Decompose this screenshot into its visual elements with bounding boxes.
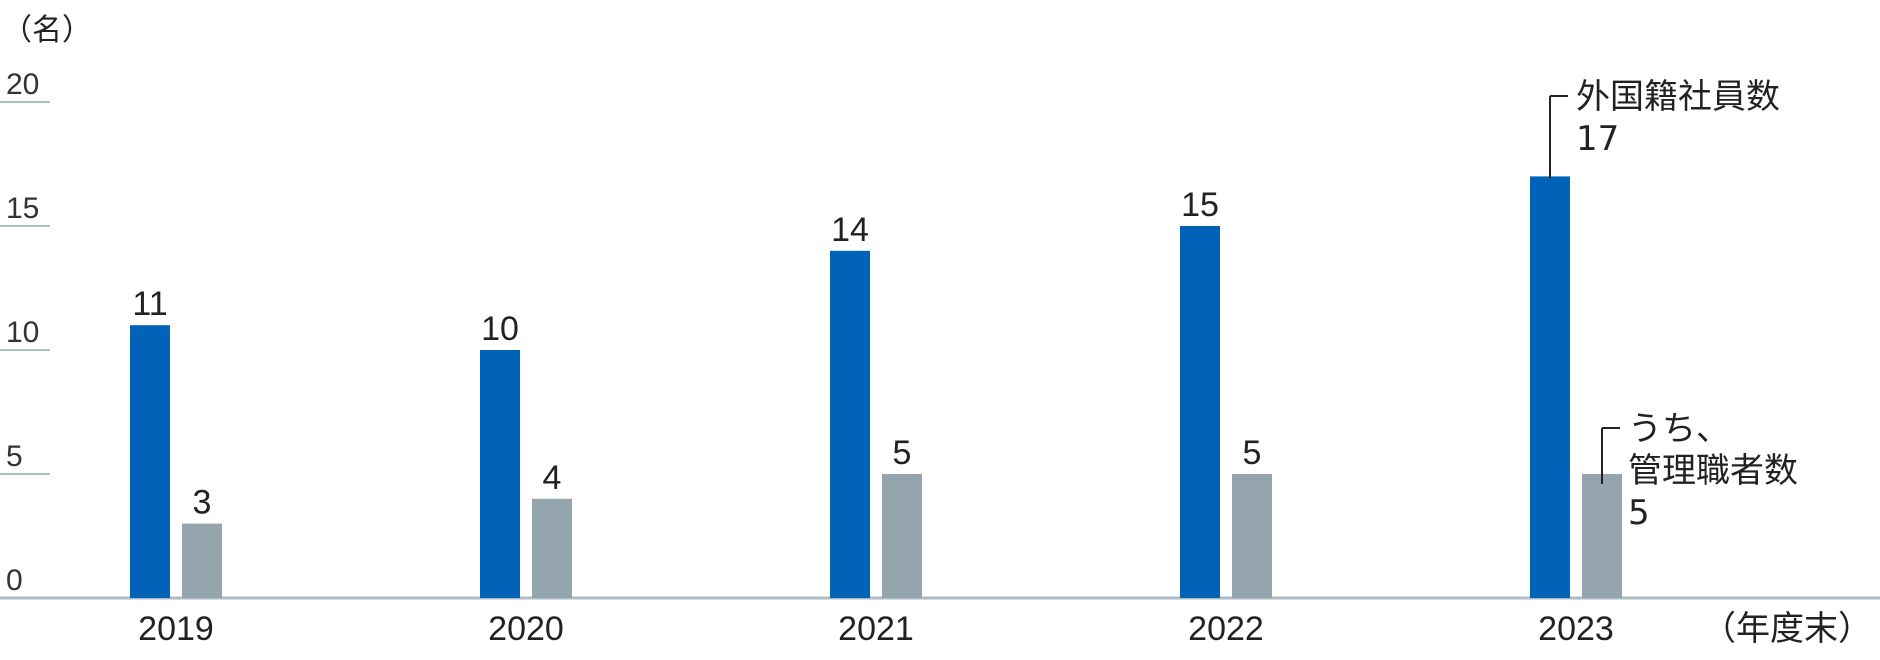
y-tick-label: 0 xyxy=(6,564,23,597)
y-axis-unit-label: （名） xyxy=(2,13,92,48)
callout-series-name: うち、 xyxy=(1628,409,1730,449)
data-label: 10 xyxy=(481,310,519,348)
bar-managers xyxy=(882,474,922,598)
data-label: 11 xyxy=(132,285,167,323)
x-axis-unit-label: （年度末） xyxy=(1702,610,1872,648)
y-tick-label: 10 xyxy=(6,316,39,349)
x-tick-label: 2021 xyxy=(838,610,914,648)
bar-foreign-employees xyxy=(480,350,520,598)
y-axis: 0 5 10 15 20 xyxy=(0,68,1880,600)
data-labels: 11 3 10 4 14 5 15 5 xyxy=(132,186,1261,522)
bar-foreign-employees xyxy=(830,250,870,599)
x-tick-label: 2020 xyxy=(488,610,564,648)
bar-managers xyxy=(182,523,222,598)
data-label: 5 xyxy=(893,434,912,472)
data-label: 3 xyxy=(193,484,212,522)
bar-foreign-employees xyxy=(1180,226,1220,598)
x-tick-label: 2022 xyxy=(1188,610,1264,648)
x-tick-label: 2023 xyxy=(1538,610,1614,648)
y-tick-label: 15 xyxy=(6,192,39,225)
x-axis: 2019 2020 2021 2022 2023 xyxy=(138,610,1614,648)
x-tick-label: 2019 xyxy=(138,610,214,648)
bar-foreign-employees xyxy=(1530,176,1570,598)
callout-series-name: 外国籍社員数 xyxy=(1576,77,1780,117)
data-label: 4 xyxy=(543,459,562,497)
callout-value: 5 xyxy=(1628,493,1650,533)
bar-foreign-employees xyxy=(130,325,170,598)
bars xyxy=(130,176,1622,599)
data-label: 5 xyxy=(1243,434,1262,472)
bar-managers xyxy=(1232,474,1272,598)
bar-managers xyxy=(532,498,572,598)
data-label: 15 xyxy=(1181,186,1219,224)
y-tick-label: 5 xyxy=(6,440,23,473)
callout-value: 17 xyxy=(1576,119,1619,159)
y-tick-label: 20 xyxy=(6,68,39,101)
bar-managers xyxy=(1582,474,1622,598)
callout-series-name: 管理職者数 xyxy=(1628,451,1798,491)
data-label: 14 xyxy=(831,211,869,249)
